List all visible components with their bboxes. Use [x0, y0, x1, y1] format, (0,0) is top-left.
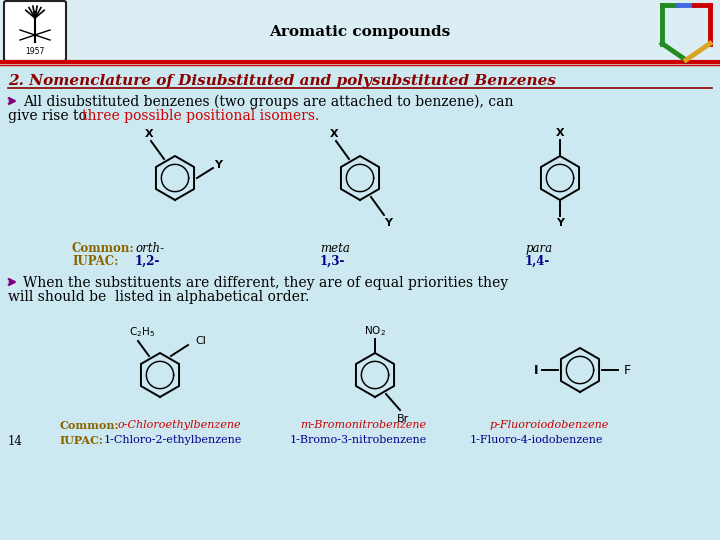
Text: Common:: Common: — [72, 242, 135, 255]
Text: IUPAC:: IUPAC: — [72, 255, 119, 268]
Text: 1957: 1957 — [25, 48, 45, 57]
Text: m-Bromonitrobenzene: m-Bromonitrobenzene — [300, 420, 426, 430]
Text: three possible positional isomers.: three possible positional isomers. — [82, 109, 319, 123]
Text: $\mathregular{NO_2}$: $\mathregular{NO_2}$ — [364, 324, 386, 338]
Text: X: X — [145, 129, 153, 139]
Text: X: X — [330, 129, 338, 139]
Text: will should be  listed in alphabetical order.: will should be listed in alphabetical or… — [8, 290, 310, 304]
Text: 1-Bromo-3-nitrobenzene: 1-Bromo-3-nitrobenzene — [290, 435, 427, 445]
Text: 2. Nomenclature of Disubstituted and polysubstituted Benzenes: 2. Nomenclature of Disubstituted and pol… — [8, 74, 556, 88]
Text: 1,4-: 1,4- — [525, 255, 550, 268]
Text: 1,3-: 1,3- — [320, 255, 346, 268]
FancyBboxPatch shape — [4, 1, 66, 61]
Text: All disubstituted benzenes (two groups are attached to benzene), can: All disubstituted benzenes (two groups a… — [23, 95, 513, 110]
Text: 1,2-: 1,2- — [135, 255, 161, 268]
Text: Aromatic compounds: Aromatic compounds — [269, 25, 451, 39]
Text: Common:: Common: — [60, 420, 120, 431]
Text: Cl: Cl — [195, 336, 206, 346]
Text: X: X — [556, 128, 564, 138]
Text: IUPAC:: IUPAC: — [60, 435, 104, 446]
Text: When the substituents are different, they are of equal priorities they: When the substituents are different, the… — [23, 276, 508, 290]
Text: p-Fluoroiodobenzene: p-Fluoroiodobenzene — [490, 420, 609, 430]
Text: o-Chloroethylbenzene: o-Chloroethylbenzene — [118, 420, 242, 430]
Text: Br: Br — [397, 414, 409, 424]
Text: para: para — [525, 242, 552, 255]
Text: I: I — [534, 363, 539, 376]
Text: 1-Fluoro-4-iodobenzene: 1-Fluoro-4-iodobenzene — [470, 435, 603, 445]
Text: F: F — [624, 363, 631, 376]
Text: 1-Chloro-2-ethylbenzene: 1-Chloro-2-ethylbenzene — [104, 435, 243, 445]
Text: meta: meta — [320, 242, 350, 255]
Text: Y: Y — [384, 218, 392, 228]
Text: 14: 14 — [8, 435, 23, 448]
Bar — [0, 0, 720, 62]
Text: Y: Y — [556, 218, 564, 228]
Text: give rise to: give rise to — [8, 109, 91, 123]
Text: orth-: orth- — [135, 242, 164, 255]
Text: $\mathregular{C_2H_5}$: $\mathregular{C_2H_5}$ — [129, 325, 155, 339]
Text: Y: Y — [214, 160, 222, 170]
